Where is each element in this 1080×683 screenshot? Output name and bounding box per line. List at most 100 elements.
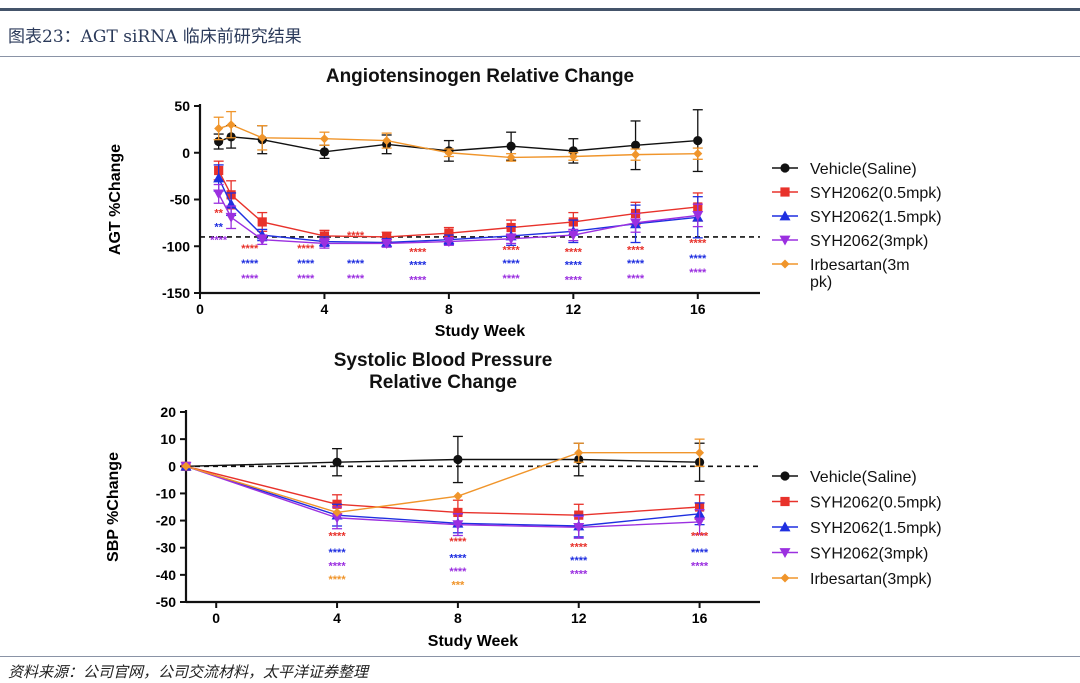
y-tick-label: -100 — [162, 238, 190, 254]
series-line — [185, 452, 700, 514]
series-1 — [181, 435, 705, 484]
legend-item: SYH2062(0.5mpk) — [772, 495, 942, 512]
legend-label: Irbesartan(3mpk) — [810, 571, 932, 588]
series-2 — [213, 160, 703, 243]
significance-label: **** — [570, 555, 588, 567]
x-tick-label: 16 — [692, 610, 708, 626]
significance-label: **** — [328, 560, 346, 572]
y-tick-label: 20 — [160, 404, 176, 420]
legend-label: SYH2062(1.5mpk) — [810, 209, 942, 226]
significance-label: **** — [241, 258, 259, 270]
data-point — [319, 134, 329, 144]
data-point — [332, 507, 342, 517]
significance-label: **** — [328, 547, 346, 559]
y-tick-label: 0 — [168, 458, 176, 474]
significance-label: **** — [297, 258, 315, 270]
significance-label: **** — [449, 536, 467, 548]
chart-title: Systolic Blood Pressure — [334, 350, 553, 371]
data-point — [444, 228, 454, 238]
legend-marker — [779, 521, 791, 532]
x-axis-label: Study Week — [428, 633, 519, 650]
charts-canvas: Angiotensinogen Relative Change 50 0 -50 -10… — [105, 66, 942, 650]
legend-item: Vehicle(Saline) — [772, 469, 917, 486]
bottom-rule — [0, 656, 1080, 657]
significance-label: **** — [297, 243, 315, 255]
significance-label: **** — [691, 531, 709, 543]
x-tick-label: 0 — [212, 610, 220, 626]
series-line — [185, 465, 700, 527]
data-point — [319, 231, 330, 241]
legend-item: Irbesartan(3mpk) — [772, 257, 910, 291]
significance-label: **** — [503, 273, 521, 285]
series-4 — [180, 461, 706, 539]
x-tick-label: 8 — [454, 610, 462, 626]
legend-marker — [779, 210, 791, 221]
significance-label: **** — [565, 247, 583, 259]
x-tick-label: 4 — [333, 610, 341, 626]
significance-label: **** — [627, 258, 645, 270]
legend-item: SYH2062(1.5mpk) — [772, 209, 942, 226]
significance-label: **** — [241, 273, 259, 285]
legend-label: Irbesartan(3m — [810, 257, 910, 274]
significance-label: **** — [691, 560, 709, 572]
data-point — [257, 217, 267, 227]
series-line — [218, 193, 698, 245]
data-point — [574, 448, 584, 458]
data-point — [453, 491, 463, 501]
legend-label: Vehicle(Saline) — [810, 161, 917, 178]
series-line — [218, 170, 698, 238]
data-point — [257, 133, 267, 143]
title-rule — [0, 56, 1080, 57]
source-note: 资料来源：公司官网，公司交流材料，太平洋证券整理 — [8, 663, 369, 681]
y-tick-label: 0 — [182, 145, 190, 161]
data-point — [694, 517, 706, 528]
significance-label: **** — [627, 245, 645, 257]
data-point — [692, 210, 704, 221]
significance-label: **** — [241, 243, 259, 255]
significance-label: **** — [503, 258, 521, 270]
legend-item: SYH2062(3mpk) — [772, 546, 928, 563]
y-tick-label: -50 — [156, 594, 176, 610]
data-point — [506, 152, 516, 162]
chart-title: Angiotensinogen Relative Change — [326, 66, 634, 87]
series-1 — [213, 109, 703, 173]
significance-label: **** — [328, 531, 346, 543]
significance-label: **** — [210, 234, 228, 246]
x-axis-label: Study Week — [435, 323, 526, 340]
legend-label: pk) — [810, 274, 832, 291]
series-4 — [213, 183, 704, 249]
x-tick-label: 8 — [445, 301, 453, 317]
data-point — [453, 454, 463, 465]
legend-item: Irbesartan(3mpk) — [772, 571, 932, 588]
legend-marker — [780, 163, 790, 173]
series-3 — [213, 164, 704, 247]
significance-label: **** — [297, 273, 315, 285]
data-point — [506, 141, 516, 151]
legend-marker — [780, 496, 790, 507]
data-point — [573, 522, 585, 533]
significance-label: **** — [328, 574, 346, 586]
series-5 — [213, 110, 703, 162]
legend-label: SYH2062(1.5mpk) — [810, 520, 942, 537]
significance-label: **** — [689, 237, 707, 249]
data-point — [214, 123, 224, 133]
data-point — [453, 507, 463, 518]
legend-item: SYH2062(3mpk) — [772, 233, 928, 250]
significance-label: **** — [347, 230, 365, 242]
significance-label: **** — [565, 260, 583, 272]
series-line — [218, 136, 698, 153]
significance-label: ** — [214, 207, 223, 219]
significance-label: **** — [570, 569, 588, 581]
data-point — [256, 235, 268, 246]
legend-label: Vehicle(Saline) — [810, 469, 917, 486]
legend-item: SYH2062(1.5mpk) — [772, 520, 942, 537]
data-point — [693, 135, 703, 146]
legend-label: SYH2062(3mpk) — [810, 233, 928, 250]
y-tick-label: -50 — [170, 192, 190, 208]
legend-marker — [780, 187, 790, 197]
y-tick-label: -20 — [156, 513, 176, 529]
series-line — [185, 465, 700, 529]
data-point — [630, 140, 641, 150]
y-axis-label: AGT %Change — [107, 144, 124, 255]
